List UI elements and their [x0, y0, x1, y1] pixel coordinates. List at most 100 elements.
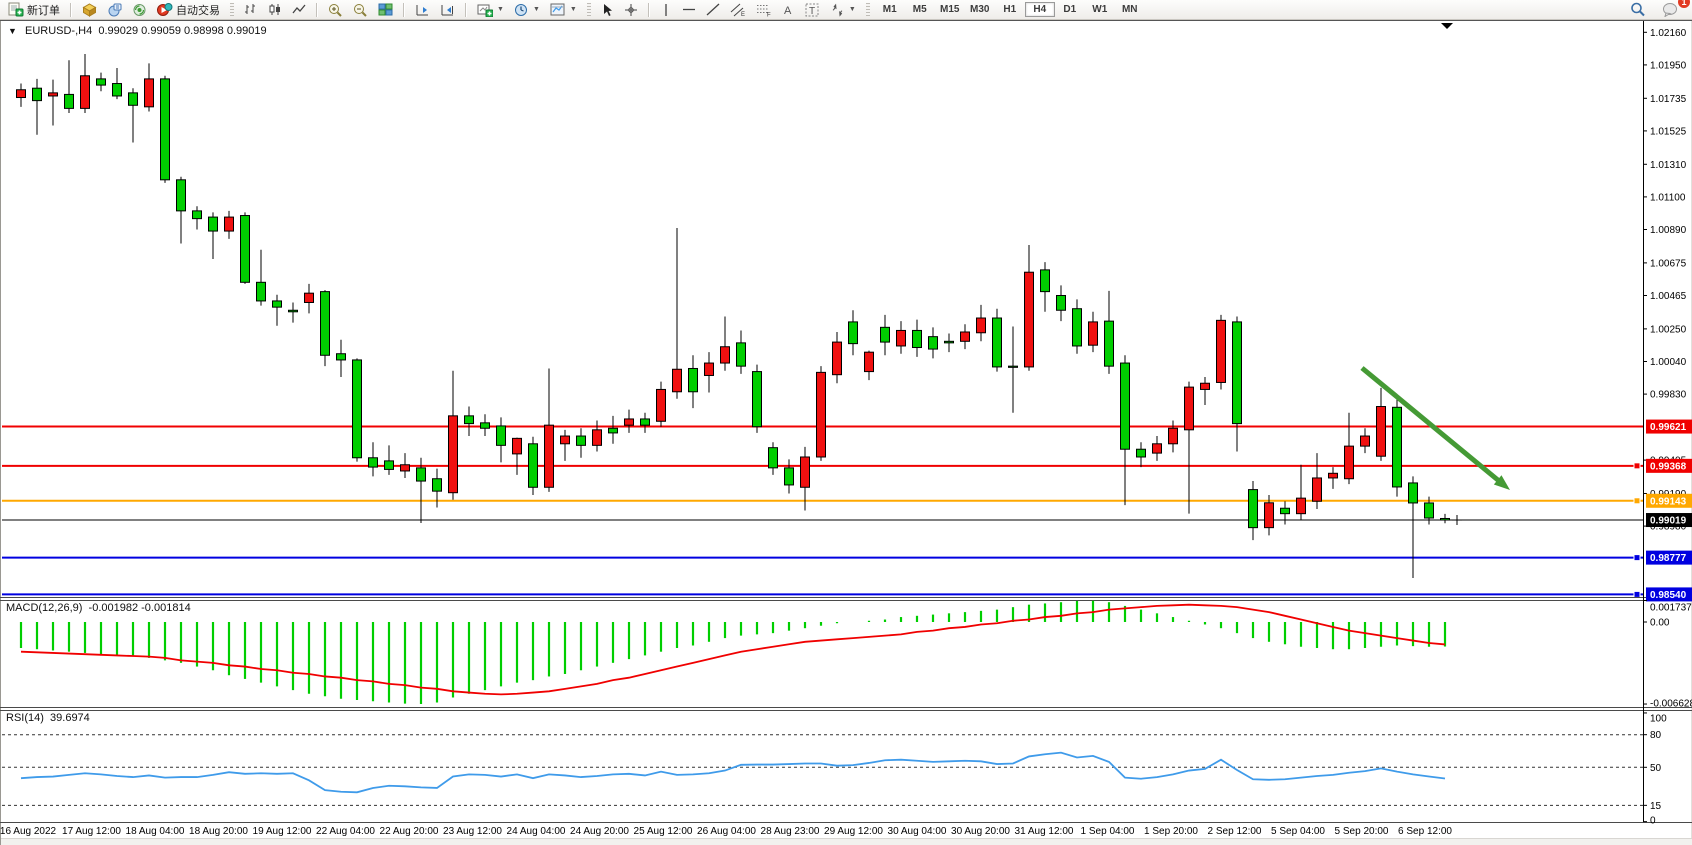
- rsi-axis-label: 100: [1650, 714, 1667, 725]
- candle-body: [1424, 502, 1434, 519]
- new-chart-button[interactable]: ▼: [472, 1, 509, 19]
- strategy-tester-button[interactable]: [127, 1, 152, 19]
- macd-indicator-label: MACD(12,26,9) -0.001982 -0.001814: [6, 602, 191, 614]
- trendline-icon: [706, 3, 720, 16]
- rsi-axis-label: 15: [1650, 801, 1662, 812]
- trendline-tool-button[interactable]: [701, 1, 725, 18]
- text-label-tool-button[interactable]: T: [800, 1, 825, 19]
- timeframe-button-w1[interactable]: W1: [1092, 4, 1108, 15]
- signal-icon: [133, 3, 146, 16]
- candle-body: [352, 359, 362, 459]
- candle-body: [1264, 502, 1274, 529]
- price-axis-label: 1.01100: [1650, 192, 1686, 203]
- candle-body: [992, 317, 1002, 368]
- candle-body: [384, 460, 394, 470]
- candle-body: [544, 424, 554, 488]
- candle-body: [1216, 319, 1226, 383]
- market-watch-button[interactable]: [77, 1, 102, 19]
- hline-tool-button[interactable]: [677, 1, 701, 18]
- hline-marker-0.98540[interactable]: [1633, 590, 1641, 598]
- timeframe-button-m1[interactable]: M1: [882, 4, 897, 15]
- template-icon: [550, 3, 565, 15]
- zoom-out-button[interactable]: [348, 1, 373, 19]
- timeframe-toolbar: M1 M5 M15 M30 H1 H4 D1 W1 MN: [872, 0, 1148, 19]
- hline-marker-0.98777[interactable]: [1633, 554, 1641, 562]
- price-axis-label: 1.00250: [1650, 324, 1687, 335]
- timeframe-button-m15[interactable]: M15: [940, 4, 960, 15]
- candle-body: [64, 93, 74, 109]
- crosshair-tool-button[interactable]: [619, 1, 643, 19]
- time-axis-label: 23 Aug 12:00: [443, 826, 502, 837]
- candle-body: [1120, 362, 1130, 450]
- price-axis-label: 1.01525: [1650, 126, 1687, 137]
- cursor-tool-button[interactable]: [596, 1, 619, 19]
- templates-button[interactable]: ▼: [545, 1, 582, 19]
- cursor-icon: [603, 3, 612, 16]
- equidistant-channel-icon: E: [730, 3, 745, 17]
- hline-marker-0.99143[interactable]: [1633, 497, 1641, 505]
- text-label-icon: T: [805, 3, 819, 17]
- timeframe-button-h1[interactable]: H1: [1003, 4, 1017, 15]
- candle-chart-mode-button[interactable]: [263, 1, 287, 18]
- candle-body: [1280, 507, 1290, 515]
- candle-body: [528, 443, 538, 488]
- search-button[interactable]: [1625, 0, 1651, 19]
- candlestick-icon: [269, 4, 280, 15]
- time-axis-label: 18 Aug 04:00: [126, 826, 185, 837]
- time-axis-label: 18 Aug 20:00: [189, 826, 248, 837]
- fibonacci-tool-button[interactable]: F: [751, 1, 777, 19]
- bar-chart-mode-button[interactable]: [239, 1, 263, 18]
- candle-body: [832, 341, 842, 376]
- candle-body: [464, 415, 474, 425]
- candle-body: [1344, 445, 1354, 480]
- chart-shift-button[interactable]: [435, 1, 460, 19]
- candle-body: [1296, 497, 1306, 515]
- svg-text:E: E: [741, 12, 745, 17]
- autotrade-button[interactable]: 自动交易: [152, 0, 225, 20]
- price-line-label-box: [1646, 493, 1692, 508]
- candle-body: [1200, 382, 1210, 390]
- timeframe-button-h4[interactable]: H4: [1024, 2, 1055, 17]
- macd-axis-label: -0.006628: [1650, 699, 1692, 710]
- candle-body: [256, 281, 266, 302]
- candle-body: [80, 75, 90, 109]
- line-chart-mode-button[interactable]: [287, 1, 311, 18]
- timeframe-button-m5[interactable]: M5: [912, 4, 927, 15]
- data-window-button[interactable]: [102, 1, 127, 19]
- vline-tool-button[interactable]: [655, 1, 677, 19]
- text-tool-button[interactable]: A: [777, 1, 800, 19]
- candle-body: [928, 336, 938, 350]
- ohlc-high: 0.99059: [141, 25, 181, 37]
- chart-shift-marker-icon[interactable]: [1441, 23, 1453, 29]
- trend-arrow-shaft[interactable]: [1360, 366, 1503, 485]
- new-order-button[interactable]: 新订单: [3, 0, 65, 20]
- zoom-in-button[interactable]: [323, 1, 348, 19]
- time-axis-label: 1 Sep 20:00: [1144, 826, 1198, 837]
- candle-body: [768, 447, 778, 469]
- tile-windows-button[interactable]: [373, 1, 398, 19]
- autotrade-icon: [157, 3, 173, 16]
- ohlc-low: 0.98998: [184, 25, 224, 37]
- channel-tool-button[interactable]: E: [725, 1, 751, 19]
- trend-arrow-head[interactable]: [1493, 475, 1510, 490]
- arrows-tool-button[interactable]: ▼: [825, 1, 861, 19]
- svg-text:T: T: [809, 6, 815, 17]
- toolbar-separator: [465, 2, 467, 17]
- svg-text:F: F: [767, 12, 771, 17]
- hline-marker-0.99368[interactable]: [1633, 462, 1641, 470]
- timeframe-button-mn[interactable]: MN: [1121, 4, 1138, 15]
- collapse-triangle-icon[interactable]: ▼: [8, 26, 17, 36]
- candle-body: [1248, 489, 1258, 529]
- timeframe-button-d1[interactable]: D1: [1063, 4, 1077, 15]
- time-axis-label: 29 Aug 12:00: [824, 826, 883, 837]
- price-axis-label: 1.02160: [1650, 28, 1687, 39]
- candle-body: [1360, 435, 1370, 447]
- candle-body: [432, 478, 442, 492]
- macd-values: -0.001982 -0.001814: [88, 602, 191, 614]
- timeframe-button-m30[interactable]: M30: [970, 4, 990, 15]
- candle-body: [896, 329, 906, 347]
- periods-button[interactable]: ▼: [509, 1, 545, 19]
- notifications-button[interactable]: 1: [1657, 0, 1690, 19]
- auto-scroll-button[interactable]: [410, 1, 435, 19]
